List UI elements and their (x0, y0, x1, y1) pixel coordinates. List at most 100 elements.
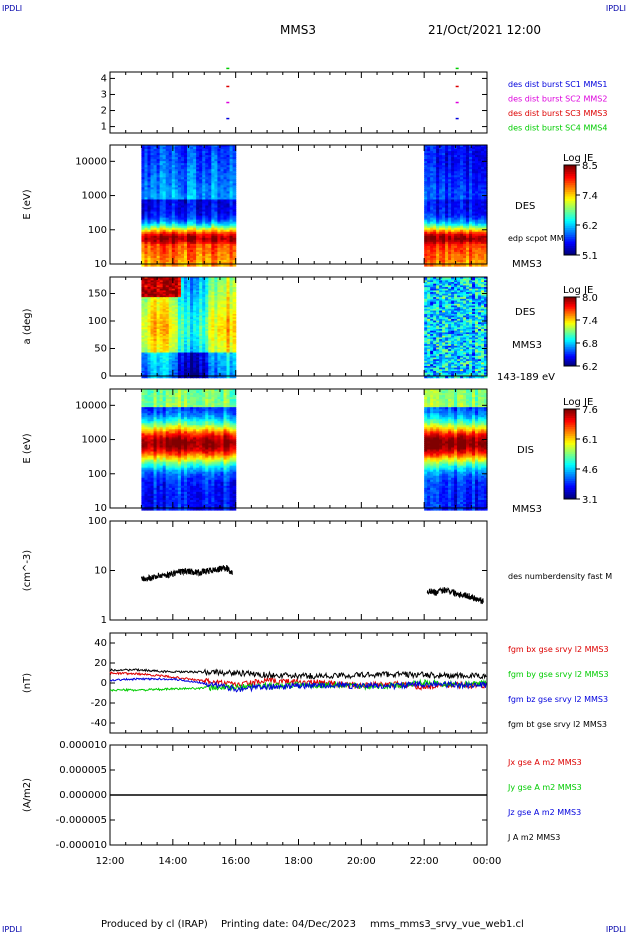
dis-e-y-tick-label: 10 (94, 503, 107, 514)
colorbar-segment (564, 307, 576, 310)
bfield-legend-entry: fgm by gse srvy l2 MMS3 (508, 670, 609, 679)
colorbar-segment (564, 309, 576, 312)
colorbar-segment (564, 310, 576, 314)
current-y-tick-label: 0.000010 (59, 740, 107, 751)
x-tick-label: 16:00 (221, 856, 250, 867)
colorbar-segment (564, 474, 576, 477)
colorbar-segment (564, 422, 576, 426)
density-y-tick-label: 1 (101, 615, 107, 626)
colorbar-segment (564, 487, 576, 491)
colorbar-segment (564, 429, 576, 432)
colorbar-segment (564, 483, 576, 486)
colorbar-segment (564, 167, 576, 170)
colorbar-segment (564, 176, 576, 179)
colorbar-segment (564, 465, 576, 468)
des-e-y-tick-label: 10 (94, 259, 107, 270)
des-e-spacecraft-label: MMS3 (512, 259, 542, 270)
colorbar-segment (564, 189, 576, 193)
des-e-colorbar-frame (563, 164, 577, 256)
colorbar-segment (564, 212, 576, 215)
colorbar-segment (564, 178, 576, 182)
des-e-colorbar-tick-label: 8.5 (582, 161, 598, 172)
colorbar-segment (564, 241, 576, 245)
current-legend-entry: J A m2 MMS3 (507, 833, 560, 842)
x-tick-label: 00:00 (473, 856, 502, 867)
colorbar-segment (564, 324, 576, 327)
colorbar-segment (564, 187, 576, 191)
burst-legend-entry: des dist burst SC4 MMS4 (508, 124, 607, 133)
colorbar-segment (564, 305, 576, 308)
corner-label-bottom-left: IPDLI (2, 925, 23, 934)
bfield-legend-entry: fgm bt gse srvy l2 MMS3 (508, 720, 607, 729)
density-axis-label: (cm^-3) (22, 550, 33, 591)
colorbar-segment (564, 230, 576, 233)
colorbar-segment (564, 418, 576, 421)
colorbar-segment (564, 413, 576, 417)
colorbar-segment (564, 239, 576, 242)
colorbar-segment (564, 298, 576, 301)
pitch-y-tick-label: 0 (101, 371, 107, 382)
dis-e-colorbar-tick-label: 3.1 (582, 495, 598, 506)
colorbar-segment (564, 216, 576, 220)
corner-label-top-left: IPDLI (2, 4, 23, 13)
colorbar-segment (564, 496, 576, 500)
colorbar-segment (564, 490, 576, 493)
colorbar-segment (564, 454, 576, 457)
colorbar-segment (564, 456, 576, 459)
colorbar-segment (564, 322, 576, 326)
colorbar-segment (564, 350, 576, 353)
colorbar-segment (564, 438, 576, 441)
pitch-colorbar-tick-label: 8.0 (582, 293, 598, 304)
corner-label-top-right: IPDLI (605, 4, 626, 13)
colorbar-segment (564, 300, 576, 303)
density-y-tick-label: 10 (94, 566, 107, 577)
colorbar-segment (564, 442, 576, 446)
colorbar-segment (564, 250, 576, 254)
bfield-legend-entry: fgm bz gse srvy l2 MMS3 (508, 695, 608, 704)
density-series-line (140, 564, 233, 582)
corner-label-bottom-right: IPDLI (605, 925, 626, 934)
pitch-instrument-label: DES (515, 307, 535, 318)
colorbar-segment (564, 221, 576, 224)
dis-e-colorbar-tick-label: 4.6 (582, 465, 598, 476)
colorbar-segment (564, 302, 576, 305)
colorbar-segment (564, 198, 576, 202)
colorbar-segment (564, 219, 576, 222)
current-y-tick-label: 0.000005 (59, 765, 107, 776)
colorbar-segment (564, 338, 576, 341)
des-e-colorbar-tick-label: 7.4 (582, 191, 598, 202)
bfield-y-tick-label: 0 (101, 678, 107, 689)
colorbar-segment (564, 447, 576, 450)
pitch-y-tick-label: 150 (88, 289, 107, 300)
colorbar-segment (564, 317, 576, 320)
colorbar-segment (564, 347, 576, 350)
pitch-colorbar-title: Log JE (563, 285, 593, 296)
burst-y-tick-label: 1 (101, 122, 107, 133)
colorbar-segment (564, 409, 576, 412)
colorbar-segment (564, 481, 576, 484)
bfield-y-tick-label: -20 (91, 698, 107, 709)
colorbar-segment (564, 333, 576, 336)
colorbar-segment (564, 183, 576, 186)
burst-y-tick-label: 2 (101, 106, 107, 117)
colorbar-segment (564, 451, 576, 455)
colorbar-segment (564, 357, 576, 360)
des-e-y-tick-label: 1000 (82, 191, 107, 202)
footer-filename: mms_mms3_srvy_vue_web1.cl (370, 919, 524, 930)
dis-e-y-tick-label: 100 (88, 469, 107, 480)
des-energy-spectrogram (141, 145, 488, 267)
colorbar-segment (564, 427, 576, 430)
colorbar-segment (564, 362, 576, 365)
colorbar-segment (564, 353, 576, 357)
colorbar-segment (564, 463, 576, 466)
des-e-axis-label: E (eV) (22, 189, 33, 219)
bfield-series-line (109, 667, 487, 681)
x-tick-label: 20:00 (347, 856, 376, 867)
des-e-colorbar-title: Log JE (563, 153, 593, 164)
colorbar-segment (564, 203, 576, 206)
colorbar-segment (564, 201, 576, 204)
colorbar-segment (564, 469, 576, 473)
pitch-y-tick-label: 100 (88, 316, 107, 327)
x-tick-label: 18:00 (284, 856, 313, 867)
